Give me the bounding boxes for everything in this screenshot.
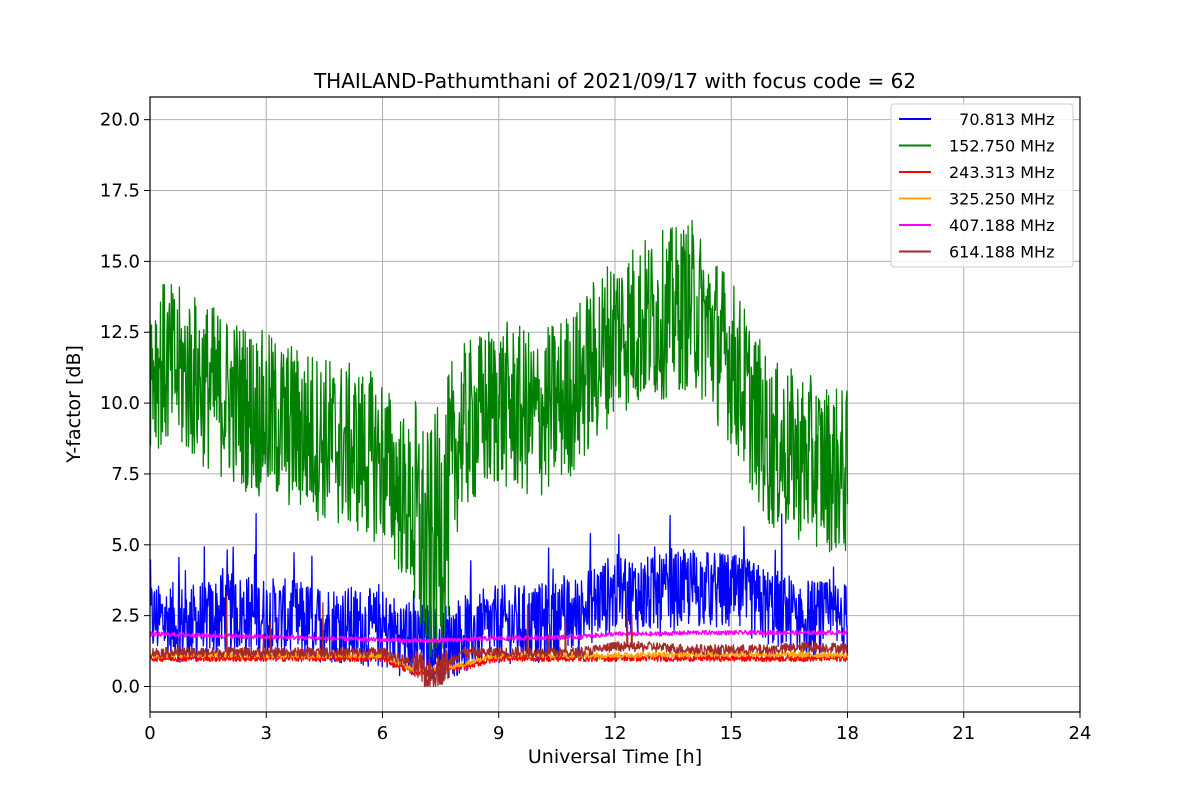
y-tick-label: 20.0 bbox=[100, 110, 140, 131]
y-tick-label: 10.0 bbox=[100, 393, 140, 414]
legend-label: 614.188 MHz bbox=[949, 243, 1054, 262]
legend-label: 70.813 MHz bbox=[949, 110, 1054, 129]
x-axis: 0 3 6 9 12 15 18 21 24 bbox=[144, 712, 1091, 744]
series-layer bbox=[150, 219, 849, 688]
x-tick-label: 0 bbox=[144, 723, 155, 744]
legend-label: 407.188 MHz bbox=[949, 216, 1054, 235]
series-line bbox=[150, 596, 848, 688]
series-line bbox=[150, 629, 848, 644]
x-axis-label: Universal Time [h] bbox=[528, 746, 702, 768]
series-line bbox=[150, 512, 849, 682]
x-tick-label: 18 bbox=[836, 723, 859, 744]
legend-label: 152.750 MHz bbox=[949, 137, 1054, 156]
legend: 70.813 MHz 152.750 MHz 243.313 MHz 325.250 … bbox=[890, 103, 1074, 268]
legend-box bbox=[890, 103, 1074, 268]
x-tick-label: 12 bbox=[604, 723, 627, 744]
series-line bbox=[150, 219, 849, 661]
y-tick-label: 2.5 bbox=[111, 606, 140, 627]
x-tick-label: 21 bbox=[952, 723, 975, 744]
y-tick-label: 7.5 bbox=[111, 464, 140, 485]
chart-title: THAILAND-Pathumthani of 2021/09/17 with … bbox=[313, 69, 916, 93]
y-tick-label: 0.0 bbox=[111, 676, 140, 697]
legend-label: 243.313 MHz bbox=[949, 163, 1054, 182]
y-tick-label: 17.5 bbox=[100, 181, 140, 202]
y-tick-label: 5.0 bbox=[111, 535, 140, 556]
legend-label: 325.250 MHz bbox=[949, 190, 1054, 209]
y-tick-label: 15.0 bbox=[100, 251, 140, 272]
x-tick-label: 9 bbox=[493, 723, 504, 744]
x-tick-label: 15 bbox=[720, 723, 743, 744]
x-tick-label: 3 bbox=[261, 723, 272, 744]
y-axis: 0.0 2.5 5.0 7.5 10.0 12.5 15.0 17.5 20.0 bbox=[100, 110, 150, 697]
x-tick-label: 24 bbox=[1069, 723, 1092, 744]
x-tick-label: 6 bbox=[377, 723, 388, 744]
y-axis-label: Y-factor [dB] bbox=[63, 345, 85, 464]
y-tick-label: 12.5 bbox=[100, 322, 140, 343]
